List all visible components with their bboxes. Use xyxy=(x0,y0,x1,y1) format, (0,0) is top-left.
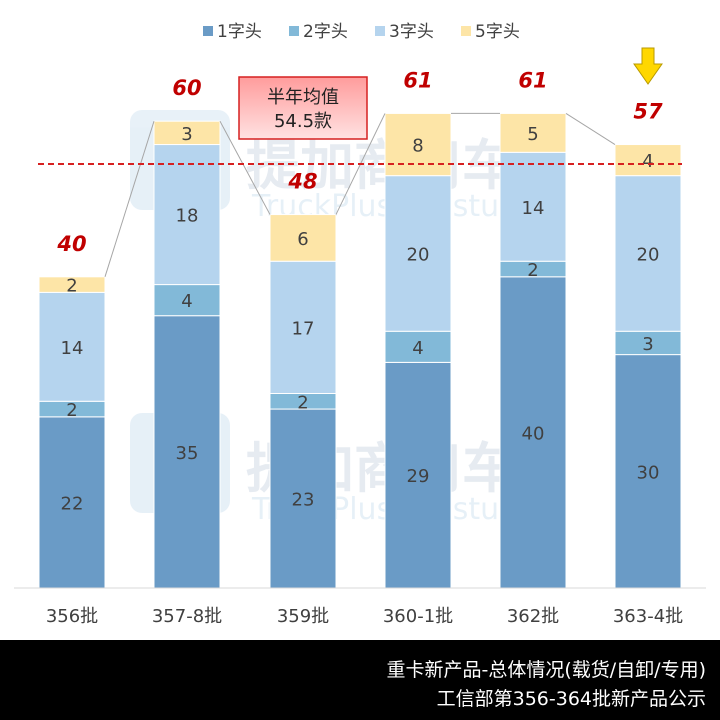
legend-item: 3字头 xyxy=(375,22,434,42)
segment-value-label: 14 xyxy=(522,198,545,219)
segment-value-label: 30 xyxy=(637,462,660,483)
x-tick-label: 356批 xyxy=(46,606,98,627)
bar-segment xyxy=(384,112,452,177)
segment-value-label: 18 xyxy=(176,206,199,227)
segment-value-label: 3 xyxy=(181,124,192,145)
segment-value-label: 2 xyxy=(527,260,538,281)
segment-value-label: 8 xyxy=(412,136,423,157)
bar-segment xyxy=(38,291,106,402)
segment-value-label: 23 xyxy=(292,490,315,511)
segment-value-label: 20 xyxy=(407,244,430,265)
bar-segment xyxy=(614,175,682,332)
total-label: 40 xyxy=(56,232,86,256)
footer-title: 重卡新产品-总体情况(载货/自卸/专用) xyxy=(386,659,707,681)
bar-segment xyxy=(384,175,452,332)
bar-stack: 29 4 20 8 xyxy=(384,112,452,589)
legend-swatch xyxy=(375,26,385,36)
legend-item: 5字头 xyxy=(461,22,520,42)
segment-value-label: 2 xyxy=(297,392,308,413)
segment-value-label: 4 xyxy=(412,338,423,359)
legend-label: 5字头 xyxy=(475,22,520,42)
total-label: 60 xyxy=(172,76,201,100)
legend-item: 1字头 xyxy=(203,22,262,42)
total-label: 57 xyxy=(633,100,663,124)
segment-value-label: 3 xyxy=(642,334,653,355)
segment-value-label: 6 xyxy=(297,229,308,250)
watermark-logo-text: 提加商用车 xyxy=(246,134,516,197)
legend-label: 1字头 xyxy=(217,22,262,42)
bar-stack: 35 4 18 3 xyxy=(153,120,221,589)
segment-value-label: 35 xyxy=(176,443,199,464)
total-label: 61 xyxy=(403,68,432,92)
down-arrow-icon xyxy=(633,47,663,85)
average-box xyxy=(238,76,368,140)
segment-value-label: 2 xyxy=(66,400,77,421)
average-label-line1: 半年均值 xyxy=(267,87,339,108)
bar-segment xyxy=(153,120,221,146)
x-tick-label: 362批 xyxy=(507,606,559,627)
down-arrow-group xyxy=(633,47,663,85)
connector-line xyxy=(565,112,616,145)
segment-value-label: 17 xyxy=(292,318,315,339)
segment-value-label: 4 xyxy=(642,151,653,172)
bar-segment xyxy=(499,151,567,262)
total-label: 48 xyxy=(287,170,317,194)
footer-subtitle: 工信部第356-364批新产品公示 xyxy=(436,688,706,710)
bar-segment xyxy=(614,144,682,177)
bar-segment xyxy=(499,276,567,589)
x-axis: 356批 357-8批 359批 360-1批 362批 363-4批 xyxy=(14,587,706,627)
x-tick-label: 360-1批 xyxy=(383,606,453,627)
bar-segment xyxy=(269,408,337,589)
bar-segment xyxy=(269,214,337,262)
bar-stack: 23 2 17 6 xyxy=(269,214,337,589)
total-label: 61 xyxy=(518,68,547,92)
bar-segment xyxy=(269,260,337,394)
x-tick-label: 359批 xyxy=(277,606,329,627)
bar-stack: 30 3 20 4 xyxy=(614,144,682,589)
connector-line xyxy=(104,121,155,277)
segment-value-label: 2 xyxy=(66,276,77,297)
average-label-line2: 54.5款 xyxy=(274,111,332,132)
x-tick-label: 357-8批 xyxy=(152,606,222,627)
bar-segment xyxy=(153,284,221,317)
bar-segment xyxy=(153,144,221,286)
legend-label: 2字头 xyxy=(303,22,348,42)
bar-segment xyxy=(38,276,106,293)
average-line-group: 半年均值 54.5款 xyxy=(38,76,682,165)
legend-swatch xyxy=(203,26,213,36)
x-tick-label: 363-4批 xyxy=(613,606,683,627)
connector-line xyxy=(219,120,271,215)
legend-item: 2字头 xyxy=(289,22,348,42)
bar-segment xyxy=(384,330,452,363)
footer: 重卡新产品-总体情况(载货/自卸/专用) 工信部第356-364批新产品公示 xyxy=(0,640,720,720)
legend-label: 3字头 xyxy=(389,22,434,42)
bar-stack: 40 2 14 5 xyxy=(499,112,567,589)
bar-segment xyxy=(384,361,452,589)
bar-segment xyxy=(38,416,106,589)
segment-value-label: 14 xyxy=(61,338,84,359)
segment-value-label: 4 xyxy=(181,291,192,312)
segment-value-label: 20 xyxy=(637,244,660,265)
segment-value-label: 40 xyxy=(522,423,545,444)
segment-value-label: 29 xyxy=(407,466,430,487)
legend: 1字头 2字头 3字头 5字头 xyxy=(203,22,520,42)
bar-segment xyxy=(499,112,567,153)
segment-value-label: 5 xyxy=(527,124,538,145)
segment-value-label: 22 xyxy=(61,493,84,514)
legend-swatch xyxy=(461,26,471,36)
legend-swatch xyxy=(289,26,299,36)
